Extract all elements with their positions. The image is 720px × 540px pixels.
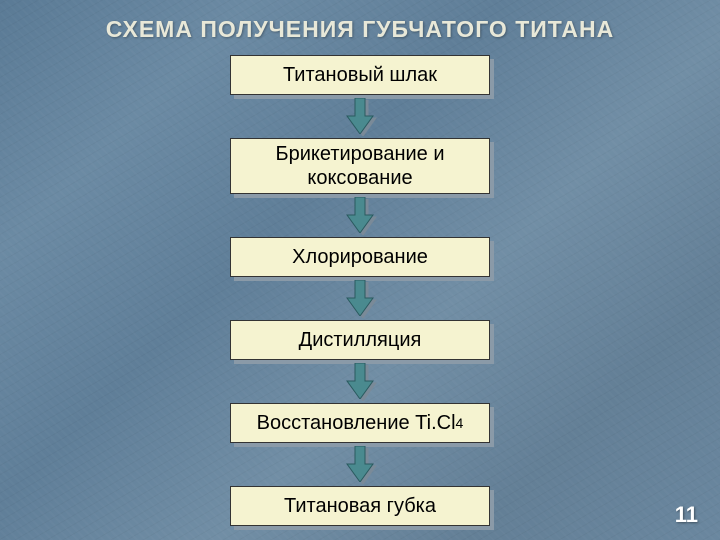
arrow-down-icon bbox=[345, 280, 375, 316]
flow-arrow bbox=[345, 197, 375, 233]
flow-arrow bbox=[345, 98, 375, 134]
diagram-title: СХЕМА ПОЛУЧЕНИЯ ГУБЧАТОГО ТИТАНА bbox=[106, 16, 614, 43]
flow-node: Восстановление Ti.Cl4 bbox=[230, 403, 490, 443]
flow-node-label: Титановый шлак bbox=[230, 55, 490, 95]
flow-node: Хлорирование bbox=[230, 237, 490, 277]
flow-arrow bbox=[345, 446, 375, 482]
page-number: 11 bbox=[675, 502, 698, 528]
flowchart: Титановый шлак Брикетирование и коксован… bbox=[230, 55, 490, 526]
flow-node: Титановая губка bbox=[230, 486, 490, 526]
arrow-down-icon bbox=[345, 363, 375, 399]
arrow-down-icon bbox=[345, 98, 375, 134]
flow-node-label: Хлорирование bbox=[230, 237, 490, 277]
arrow-down-icon bbox=[345, 197, 375, 233]
flow-node-label: Брикетирование и коксование bbox=[230, 138, 490, 194]
flow-node: Дистилляция bbox=[230, 320, 490, 360]
flow-node-label: Дистилляция bbox=[230, 320, 490, 360]
flow-node: Титановый шлак bbox=[230, 55, 490, 95]
flow-arrow bbox=[345, 280, 375, 316]
flow-arrow bbox=[345, 363, 375, 399]
flow-node-label: Восстановление Ti.Cl4 bbox=[230, 403, 490, 443]
flow-node: Брикетирование и коксование bbox=[230, 138, 490, 194]
arrow-down-icon bbox=[345, 446, 375, 482]
flow-node-label: Титановая губка bbox=[230, 486, 490, 526]
